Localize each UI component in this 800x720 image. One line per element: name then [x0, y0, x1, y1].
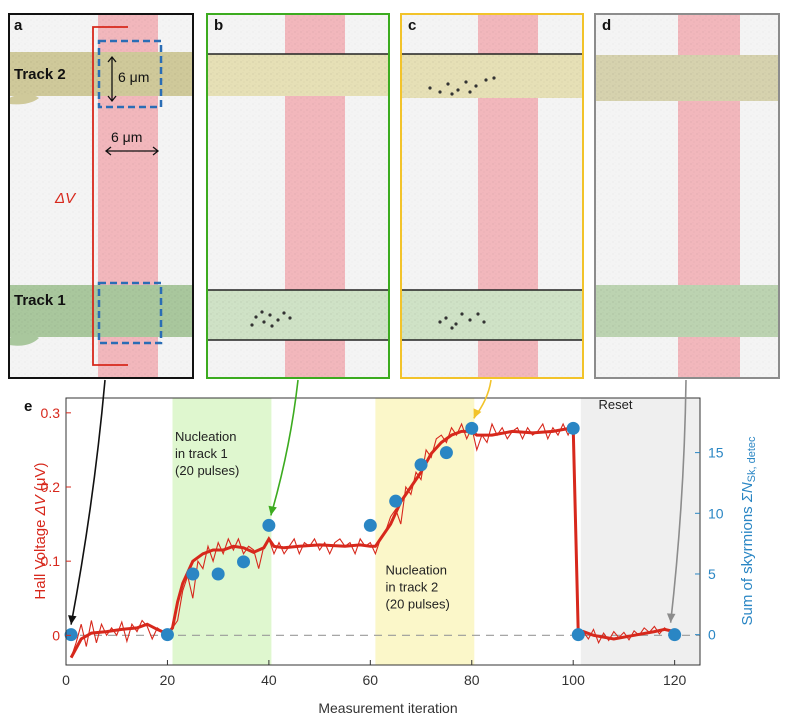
skyrmion-point [439, 446, 453, 460]
track-2-label: Track 2 [14, 66, 66, 83]
dimension-label-horizontal: 6 μm [111, 129, 142, 145]
region-1-label-0: Nucleation [386, 563, 447, 578]
series-skyrmion-points [64, 421, 682, 642]
x-tick-label: 120 [663, 672, 687, 688]
connector-arrows [68, 379, 687, 625]
region-1-label-2: (20 pulses) [386, 597, 450, 612]
track-1-label: Track 1 [14, 292, 66, 309]
region-2 [580, 398, 700, 665]
panel-b [207, 14, 389, 378]
arrow-to-d [666, 379, 687, 623]
skyrmion-point [566, 421, 580, 435]
y-axis-right: 0 5 10 15 [695, 445, 724, 643]
x-tick-label: 40 [261, 672, 277, 688]
skyrmion-point [571, 628, 585, 642]
x-tick-label: 60 [363, 672, 379, 688]
y-axis-label-right: Sum of skyrmions ΣNSk, detec [739, 436, 758, 626]
hall-voltage-label: ΔV [54, 190, 77, 207]
region-0-label-1: in track 1 [175, 446, 228, 461]
skyrmion-point [160, 628, 174, 642]
skyrmion-point [465, 421, 479, 435]
arrow-to-b [268, 379, 299, 516]
y-axis-label-left: Hall Voltage ΔV (μV) [32, 462, 49, 599]
y-right-tick-label: 0 [708, 627, 716, 643]
region-0 [172, 398, 272, 665]
skyrmion-point [186, 567, 200, 581]
y-left-tick-label: 0.2 [41, 479, 61, 495]
skyrmion-point [64, 628, 78, 642]
panel-e-letter: e [24, 398, 32, 415]
panel-d-letter: d [602, 17, 611, 34]
x-axis-label: Measurement iteration [318, 700, 457, 716]
skyrmion-point [414, 458, 428, 472]
region-1-label-1: in track 2 [386, 580, 439, 595]
y-right-tick-label: 5 [708, 566, 716, 582]
skyrmion-point [211, 567, 225, 581]
y-left-tick-label: 0 [52, 627, 60, 643]
arrow-to-a [68, 379, 106, 625]
panel-c-letter: c [408, 17, 416, 34]
region-0-label-0: Nucleation [175, 429, 236, 444]
y-axis-left: 0 0.1 0.2 0.3 [41, 405, 71, 643]
skyrmion-point [389, 494, 403, 508]
x-tick-label: 100 [562, 672, 586, 688]
panel-b-letter: b [214, 17, 223, 34]
skyrmion-point [363, 518, 377, 532]
x-axis: 0 20 40 60 80 100 120 [62, 660, 687, 688]
panel-d [595, 14, 779, 378]
skyrmion-point [237, 555, 251, 569]
panel-c [401, 14, 583, 378]
x-tick-label: 20 [160, 672, 176, 688]
chart-frame [65, 397, 701, 666]
skyrmion-point [262, 518, 276, 532]
panel-a-letter: a [14, 17, 23, 34]
panel-a [9, 14, 193, 378]
dimension-label-vertical: 6 μm [118, 69, 149, 85]
skyrmion-point [668, 628, 682, 642]
x-tick-label: 80 [464, 672, 480, 688]
chart-e: Nucleation in track 1 (20 pulses) Nucleatio… [24, 397, 758, 716]
y-right-tick-label: 15 [708, 445, 724, 461]
region-2-label-0: Reset [599, 397, 633, 412]
arrow-to-c [473, 379, 492, 419]
chart-region-labels: Nucleation in track 1 (20 pulses) Nucleatio… [175, 397, 633, 611]
y-right-tick-label: 10 [708, 505, 724, 521]
region-1 [375, 398, 475, 665]
chart-regions [172, 398, 700, 665]
y-left-tick-label: 0.1 [41, 553, 61, 569]
x-tick-label: 0 [62, 672, 70, 688]
region-0-label-2: (20 pulses) [175, 463, 239, 478]
y-left-tick-label: 0.3 [41, 405, 61, 421]
